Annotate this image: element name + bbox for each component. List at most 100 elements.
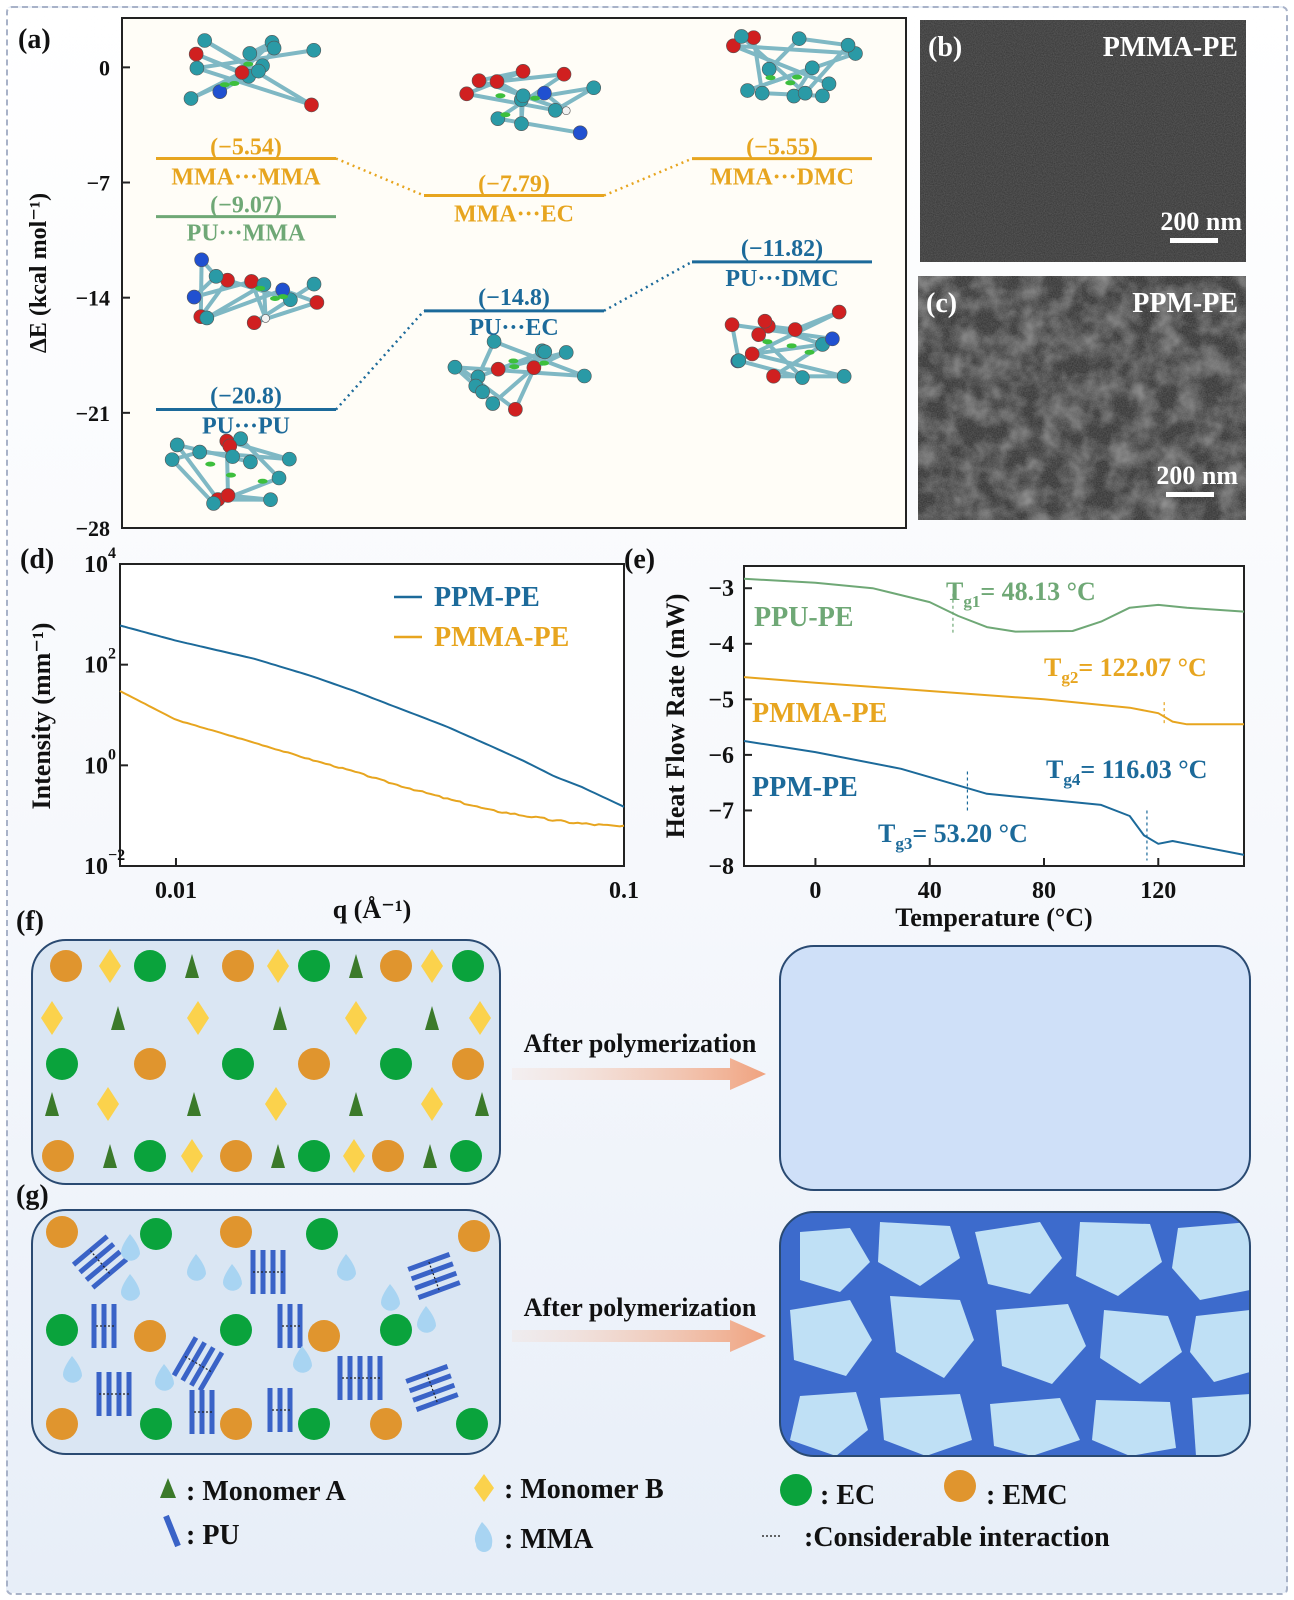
molecule-atom [734, 29, 749, 44]
molecule-atom [485, 396, 501, 411]
molecule-atom [804, 60, 820, 76]
panel-e-plot-area [743, 565, 1245, 867]
tem-b-scale-label: 200 nm [1160, 207, 1242, 236]
energy-level-pair-label: MMA···EC [454, 202, 574, 228]
molecule-atom [186, 289, 202, 305]
panel-e-ytick-label: −5 [708, 687, 734, 713]
legend-mma-label: : MMA [504, 1524, 594, 1555]
molecule-atom [183, 91, 199, 106]
molecule-bond [196, 48, 315, 71]
molecule-atom [572, 125, 588, 141]
panel-d-y-label: Intensity (mm⁻¹) [27, 623, 56, 810]
molecule-atom [208, 268, 224, 284]
pu-chain-bundle [189, 1390, 215, 1434]
ec-molecule [140, 1408, 172, 1440]
panel-e-ytick-label: −7 [708, 798, 734, 824]
panel-e-dsc-chart: 0 40 80 120 −3 −4 −5 −6 −7 −8 Tg1= 48.13 °C Tg2= 1… [661, 565, 1245, 932]
legend-label-ppm-pe: PPM-PE [434, 582, 540, 613]
panel-a-energy-levels: (−5.54) MMA···MMA (−7.79) MMA···EC (−5.55) MM… [156, 134, 872, 440]
panel-e-ytick-label: −6 [708, 743, 734, 769]
legend-ec-label: : EC [820, 1480, 875, 1511]
panel-g-after-box [779, 1211, 1251, 1457]
emc-molecule [50, 950, 82, 982]
molecule-bond [239, 437, 281, 480]
molecule-bond [751, 352, 845, 379]
monomer-a [273, 1006, 287, 1030]
tg-annotation: Tg3= 53.20 °C [878, 819, 1028, 853]
monomer-a [423, 1144, 437, 1168]
molecule-atom [220, 488, 236, 503]
panel-g-before-box [31, 1209, 501, 1455]
emc-molecule [220, 1408, 252, 1440]
molecule-bond [496, 72, 565, 84]
molecule-atom [508, 402, 523, 417]
molecule-atom [831, 304, 847, 320]
emc-molecule [134, 1320, 166, 1352]
emc-molecule [46, 1408, 78, 1440]
molecule-atom [840, 37, 856, 53]
panel-d-ytick-label: 10 [84, 753, 108, 779]
molecule-atom [731, 353, 747, 368]
pu-chain-bundle [407, 1252, 461, 1300]
molecule-atom [471, 73, 487, 88]
ec-molecule [134, 1140, 166, 1172]
molecule-atom [447, 359, 463, 375]
molecule-atom [188, 46, 204, 62]
tem-b-title: PMMA-PE [1103, 32, 1238, 63]
molecule-atom [246, 315, 262, 330]
ec-molecule [298, 1408, 330, 1440]
interaction-surface [495, 93, 506, 99]
molecule-atom [515, 88, 531, 104]
molecule-atom [199, 310, 215, 326]
ec-molecule [46, 1314, 78, 1346]
panel-f-monomer-mixture [41, 949, 491, 1173]
emc-molecule [220, 1216, 252, 1248]
panel-e-xtick-label: 120 [1140, 878, 1176, 904]
panel-a-molecule-structures [164, 29, 863, 511]
energy-level-pair-label: PU···DMC [725, 266, 838, 292]
molecule-atom [514, 116, 529, 131]
molecule-structure [164, 431, 297, 511]
panel-d-ytick-exponent: 2 [108, 646, 116, 663]
molecule-atom [586, 80, 602, 96]
molecule-atom [746, 30, 761, 45]
energy-level-value: (−9.07) [210, 193, 282, 219]
interaction-surface [255, 285, 266, 291]
panel-label-e: (e) [624, 544, 655, 575]
molecule-atom [744, 346, 760, 362]
panel-f-before-box [31, 939, 501, 1185]
molecule-atom [537, 344, 553, 360]
molecule-atom [515, 64, 531, 79]
molecule-structure [183, 33, 322, 113]
pu-chain-bundle [267, 1388, 293, 1432]
tem-b-texture [920, 20, 1246, 262]
interaction-surface [765, 75, 776, 81]
legend-pu-icon [163, 1514, 181, 1548]
phase-light-domains [790, 1222, 1250, 1456]
dsc-series-line [743, 740, 1245, 856]
panel-e-axes: 0 40 80 120 −3 −4 −5 −6 −7 −8 [708, 576, 1176, 904]
molecule-atom [306, 276, 322, 292]
panel-d-ytick-label: 10 [84, 854, 108, 880]
panel-e-xtick-label: 0 [809, 878, 821, 904]
monomer-a [185, 954, 199, 978]
monomer-b [187, 1001, 209, 1035]
molecule-atom [577, 368, 592, 384]
panel-d-ytick-exponent: 0 [108, 746, 116, 763]
molecule-atom [192, 444, 208, 460]
molecule-structure [186, 252, 325, 330]
pu-chain-bundle [405, 1364, 459, 1412]
panel-e-series [743, 577, 1245, 856]
emc-molecule [370, 1408, 402, 1440]
panel-c-tem-image: (c) PPM-PE 200 nm [918, 276, 1246, 520]
interaction-surface [530, 95, 541, 101]
pu-chain-bundle [71, 1234, 129, 1290]
panel-d-xtick-label: 0.1 [609, 878, 639, 904]
interaction-surface [539, 360, 550, 366]
monomer-b [265, 1087, 287, 1121]
energy-connector [335, 157, 425, 197]
molecule-atom [526, 360, 542, 375]
ec-molecule [298, 1140, 330, 1172]
energy-level-value: (−7.79) [478, 172, 550, 198]
legend-label-pmma-pe: PMMA-PE [434, 622, 569, 653]
